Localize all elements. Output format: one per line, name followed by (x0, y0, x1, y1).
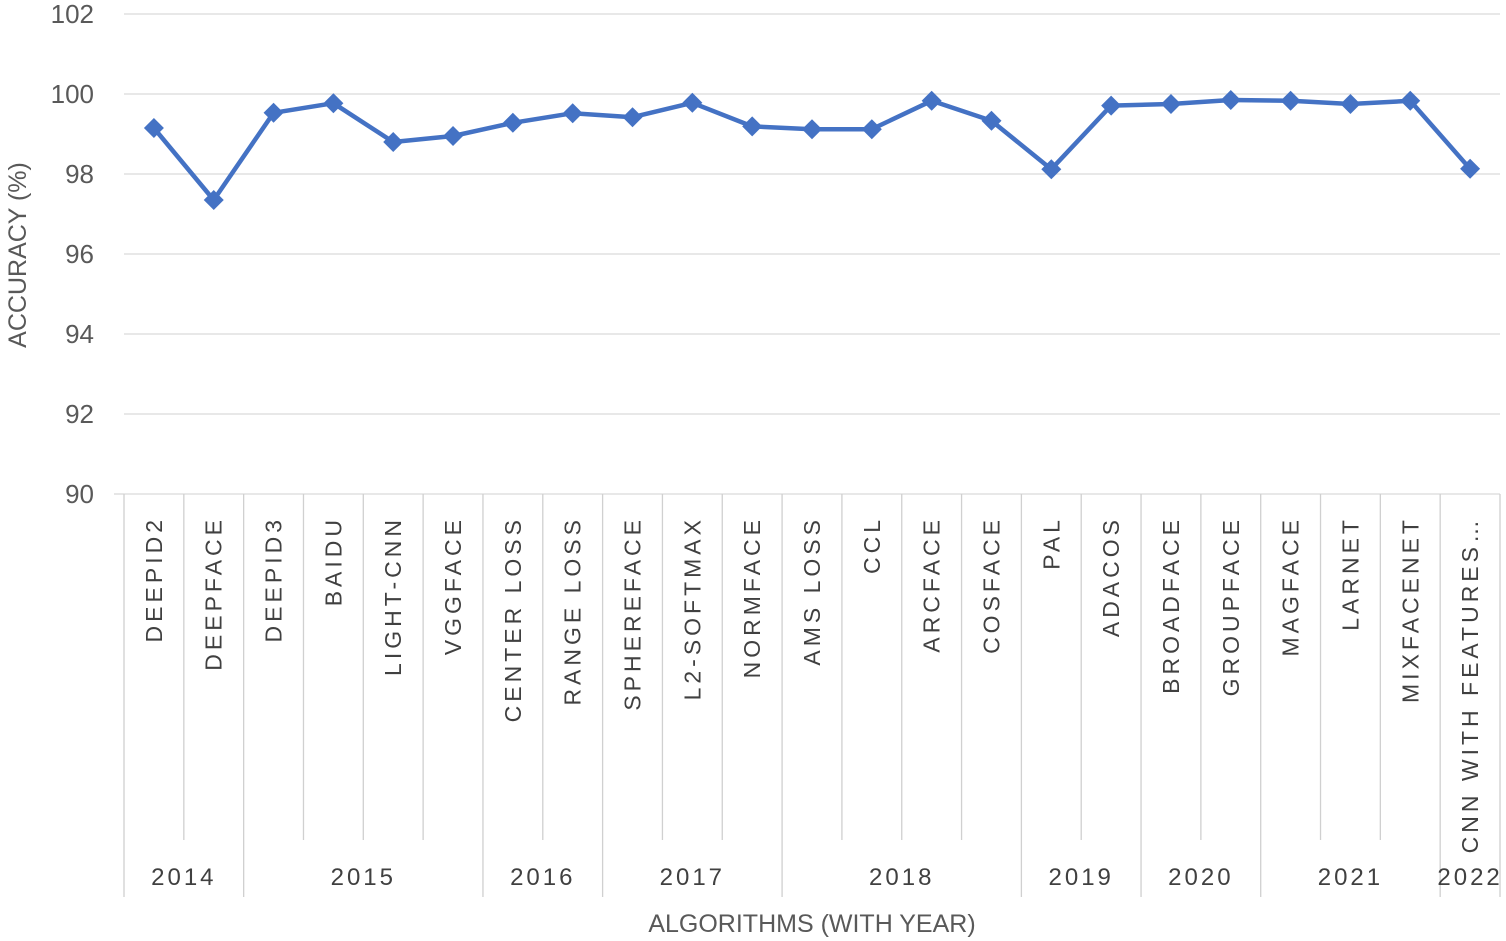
x-category-label: LARNET (1337, 516, 1363, 631)
x-category-label: CNN WITH FEATURES… (1457, 516, 1483, 853)
x-category-label: LIGHT-CNN (380, 516, 406, 676)
x-category-label: VGGFACE (440, 516, 466, 655)
x-category-label: SPHEREFACE (620, 516, 646, 711)
y-tick-label: 100 (51, 79, 94, 109)
series-line-path (152, 97, 1472, 203)
data-point-marker (1280, 90, 1301, 111)
x-year-label: 2020 (1168, 864, 1233, 891)
x-category-label: MIXFACENET (1397, 516, 1423, 703)
data-point-marker (143, 118, 164, 138)
x-category-label: AMS LOSS (799, 516, 825, 666)
x-category-label: CCL (859, 516, 885, 574)
x-category-label: DEEPFACE (201, 516, 227, 671)
y-tick-label: 94 (65, 319, 94, 349)
x-year-label: 2017 (660, 864, 725, 891)
y-tick-label: 96 (65, 239, 94, 269)
x-year-label: 2022 (1437, 864, 1502, 891)
data-point-marker (1101, 95, 1122, 116)
x-category-label: ADACOS (1098, 516, 1124, 637)
data-point-marker (443, 126, 464, 146)
x-category-label: COSFACE (978, 516, 1004, 654)
y-axis-title: ACCURACY (%) (4, 162, 32, 348)
data-point-marker (502, 112, 523, 133)
x-category-label: MAGFACE (1278, 516, 1304, 656)
x-axis-title: ALGORITHMS (WITH YEAR) (648, 910, 975, 938)
x-axis-category-labels: DEEPID2 DEEPFACE DEEPID3 BAIDU LIGHT-CNN VGGF… (141, 516, 1483, 853)
data-point-marker (802, 119, 822, 140)
x-category-label: ARCFACE (919, 516, 945, 653)
data-point-marker (981, 110, 1002, 131)
x-category-label: BAIDU (320, 516, 346, 606)
y-tick-label: 102 (51, 0, 94, 29)
y-axis-ticks: 90 92 94 96 98 100 102 (51, 0, 94, 509)
data-point-marker (562, 103, 583, 124)
data-point-marker (1160, 94, 1181, 114)
y-tick-label: 92 (65, 399, 94, 429)
data-point-marker (263, 102, 284, 123)
x-year-label: 2018 (869, 864, 934, 891)
y-tick-label: 90 (65, 479, 94, 509)
data-point-marker (921, 90, 942, 111)
x-category-label: GROUPFACE (1218, 516, 1244, 696)
data-point-marker (861, 119, 882, 140)
x-category-label: RANGE LOSS (560, 516, 586, 706)
x-axis-year-labels: 2014 2015 2016 2017 2018 2019 2020 2021 2022 (151, 864, 1502, 891)
x-category-label: PAL (1038, 516, 1064, 570)
data-point-marker (1400, 90, 1421, 111)
category-separators (123, 494, 1501, 897)
series-markers (143, 90, 1481, 210)
x-category-label: CENTER LOSS (500, 516, 526, 722)
x-category-label: NORMFACE (739, 516, 765, 678)
x-category-label: DEEPID2 (141, 516, 167, 642)
gridlines (114, 13, 1500, 495)
data-point-marker (622, 107, 643, 128)
y-tick-label: 98 (65, 159, 94, 189)
data-point-marker (1220, 90, 1241, 110)
x-year-label: 2019 (1049, 864, 1114, 891)
data-point-marker (323, 93, 344, 114)
data-point-marker (203, 190, 224, 210)
series-line (152, 97, 1472, 203)
data-point-marker (682, 92, 703, 113)
data-point-marker (1460, 158, 1481, 179)
x-category-label: L2-SOFTMAX (679, 516, 705, 700)
data-point-marker (1041, 159, 1062, 180)
x-year-label: 2016 (510, 864, 575, 891)
x-category-label: DEEPID3 (261, 516, 287, 642)
data-point-marker (1340, 94, 1361, 114)
x-year-label: 2021 (1318, 864, 1383, 891)
x-year-label: 2015 (331, 864, 396, 891)
x-year-label: 2014 (151, 864, 216, 891)
data-point-marker (742, 116, 763, 137)
data-point-marker (383, 132, 404, 152)
x-category-label: BROADFACE (1158, 516, 1184, 694)
